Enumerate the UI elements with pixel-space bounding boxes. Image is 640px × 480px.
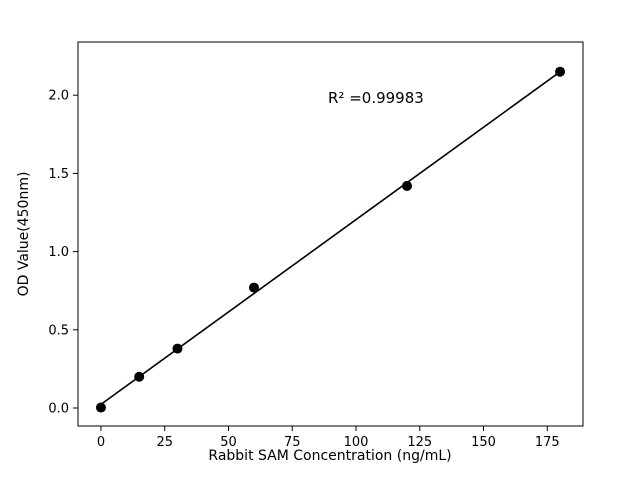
y-tick-label: 1.0 (48, 245, 69, 260)
x-tick-label: 150 (471, 435, 496, 450)
x-tick-label: 50 (220, 435, 237, 450)
y-tick-label: 1.5 (48, 167, 69, 182)
data-point (95, 402, 106, 413)
r-squared-annotation: R² =0.99983 (328, 89, 424, 107)
data-point (134, 371, 145, 382)
plot-border (77, 41, 584, 427)
x-tick-label: 100 (344, 435, 369, 450)
data-point (172, 343, 183, 354)
x-tick-label: 0 (97, 435, 105, 450)
data-point (402, 180, 413, 191)
data-point (248, 282, 259, 293)
x-tick-label: 75 (284, 435, 301, 450)
y-tick-label: 0.0 (48, 402, 69, 417)
y-axis-label: OD Value(450nm) (16, 172, 32, 297)
y-tick-label: 2.0 (48, 89, 69, 104)
y-tick-label: 0.5 (48, 323, 69, 338)
data-point (555, 66, 566, 77)
x-tick-label: 175 (535, 435, 560, 450)
plot-content: 0 25 50 75 100 125 150 175 0.0 0.5 1.0 1.5 2.0 (48, 66, 566, 450)
x-tick-label: 25 (156, 435, 173, 450)
x-tick-label: 125 (407, 435, 432, 450)
x-axis-label: Rabbit SAM Concentration (ng/mL) (208, 448, 451, 464)
